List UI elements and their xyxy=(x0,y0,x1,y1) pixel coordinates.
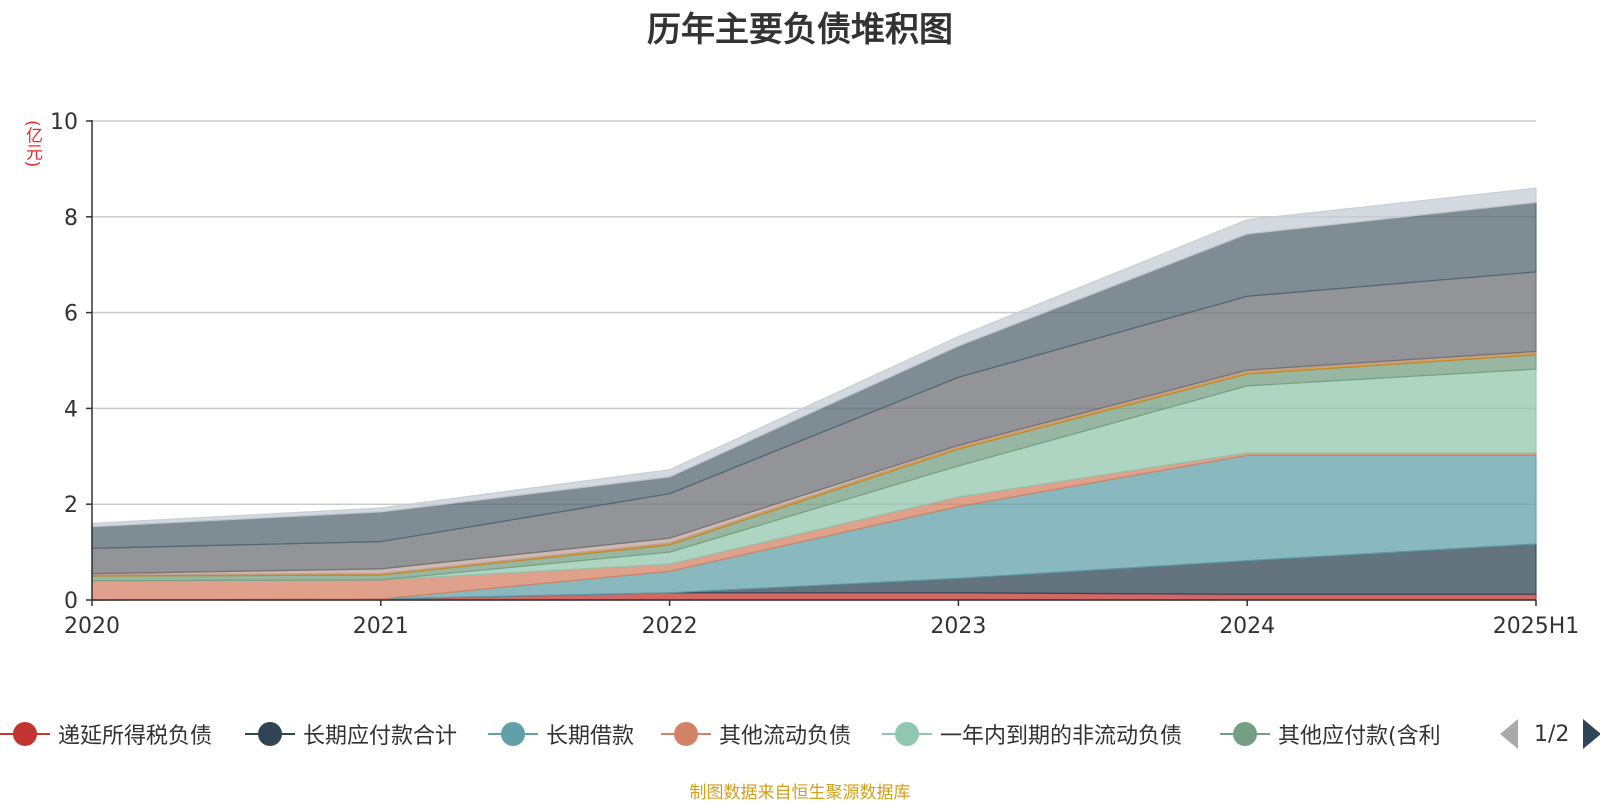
y-axis-unit-label: (亿元) xyxy=(22,120,42,168)
legend-prev-page-icon[interactable] xyxy=(1500,719,1518,749)
legend-item[interactable]: 递延所得税负债 xyxy=(0,714,212,754)
legend-item[interactable]: 其他应付款(含利 xyxy=(1220,714,1441,754)
x-tick-label: 2020 xyxy=(64,614,120,639)
legend-label: 递延所得税负债 xyxy=(58,724,213,749)
y-tick-label: 0 xyxy=(64,589,78,614)
source-note: 制图数据来自恒生聚源数据库 xyxy=(689,783,911,803)
legend-item[interactable]: 长期应付款合计 xyxy=(245,714,457,754)
legend-label: 其他应付款(含利 xyxy=(1278,724,1441,749)
x-tick-label: 2024 xyxy=(1219,614,1275,639)
x-tick-label: 2025H1 xyxy=(1493,614,1580,639)
legend-pager: 1/2 xyxy=(1500,714,1600,754)
y-tick-label: 6 xyxy=(64,302,78,327)
y-tick-label: 8 xyxy=(64,206,78,231)
legend-symbol-icon xyxy=(1220,714,1270,754)
legend-label: 其他流动负债 xyxy=(719,724,852,749)
axes: 0 2 4 6 8 10 2020 2021 2022 2023 2024 2025H1 xyxy=(50,110,1579,639)
stacked-areas xyxy=(91,187,1537,601)
legend-item[interactable]: 一年内到期的非流动负债 xyxy=(882,714,1182,754)
legend-page-indicator: 1/2 xyxy=(1534,721,1570,747)
legend-symbol-icon xyxy=(0,714,50,754)
legend-symbol-icon xyxy=(661,714,711,754)
legend-label: 一年内到期的非流动负债 xyxy=(940,724,1183,749)
area-series-10 xyxy=(91,187,1537,528)
legend-symbol-icon xyxy=(245,714,295,754)
x-tick-label: 2021 xyxy=(353,614,409,639)
y-tick-label: 2 xyxy=(64,493,78,518)
y-tick-label: 10 xyxy=(50,110,78,135)
x-tick-label: 2023 xyxy=(930,614,986,639)
legend-item[interactable]: 其他流动负债 xyxy=(661,714,851,754)
legend-next-page-icon[interactable] xyxy=(1583,719,1600,749)
legend: 递延所得税负债 长期应付款合计 长期借款 其他流动负债 一年内到期的非流动负债 … xyxy=(0,714,1600,754)
legend-label: 长期借款 xyxy=(546,724,635,749)
legend-symbol-icon xyxy=(488,714,538,754)
legend-label: 长期应付款合计 xyxy=(303,724,458,749)
legend-item[interactable]: 长期借款 xyxy=(488,714,634,754)
y-tick-label: 4 xyxy=(64,397,78,422)
legend-symbol-icon xyxy=(882,714,932,754)
x-tick-label: 2022 xyxy=(642,614,698,639)
chart-title: 历年主要负债堆积图 xyxy=(647,10,953,50)
